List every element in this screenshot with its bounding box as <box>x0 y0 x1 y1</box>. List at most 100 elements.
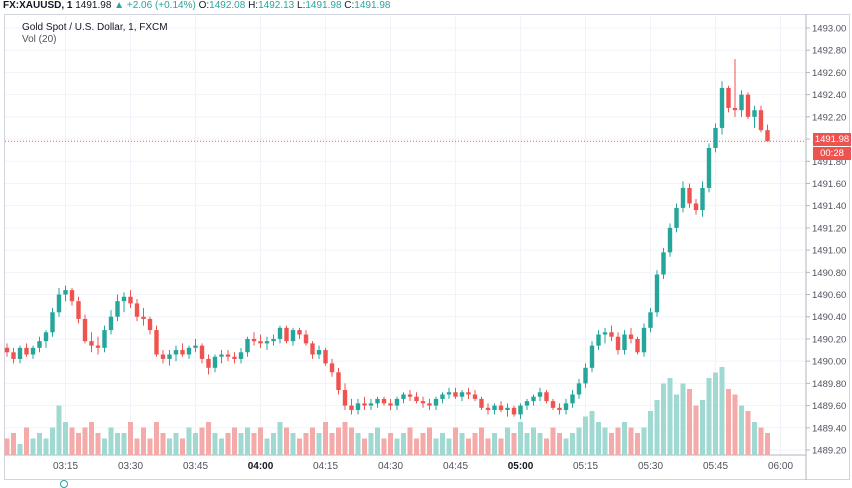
volume-bar <box>563 438 569 455</box>
candle-body <box>511 407 517 415</box>
volume-bar <box>739 405 744 455</box>
volume-bar <box>329 433 335 455</box>
candle-body <box>147 318 153 331</box>
candle-body <box>427 403 432 406</box>
volume-bar <box>50 427 55 455</box>
volume-bar <box>349 427 354 455</box>
volume-bar <box>498 438 504 455</box>
volume-bar <box>628 427 634 455</box>
candle-body <box>485 407 491 411</box>
candle-body <box>563 403 569 411</box>
volume-bar <box>544 438 549 455</box>
candle-body <box>154 330 159 355</box>
volume-bar <box>615 427 621 455</box>
x-tick-label: 06:00 <box>768 461 793 472</box>
y-tick-label: 1493.00 <box>812 24 846 35</box>
volume-bar <box>43 438 49 455</box>
volume-bar <box>180 438 185 455</box>
volume-bar <box>589 411 595 455</box>
candle-body <box>661 252 666 275</box>
candle-body <box>323 350 328 364</box>
volume-bar <box>167 438 172 455</box>
y-tick-label: 1492.40 <box>812 90 846 101</box>
volume-bar <box>186 427 192 455</box>
volume-bar <box>102 438 107 455</box>
volume-bar <box>56 405 62 455</box>
candle-body <box>30 347 36 355</box>
volume-bar <box>245 427 250 455</box>
volume-bar <box>596 422 601 455</box>
y-tick-label: 1492.80 <box>812 46 846 57</box>
volume-bar <box>115 433 120 455</box>
candle-body <box>648 312 653 328</box>
candle-body <box>414 396 419 402</box>
candle-body <box>453 392 458 397</box>
volume-bar <box>258 427 263 455</box>
volume-bar <box>758 427 764 455</box>
open-label: O: <box>198 0 210 11</box>
candle-body <box>160 354 166 359</box>
volume-bar <box>69 427 75 455</box>
volume-bar <box>648 411 653 455</box>
symbol-header: FX:XAUUSD, 1 1491.98 ▲ +2.06 (+0.14%) O:… <box>0 0 852 14</box>
volume-bar <box>609 433 614 455</box>
candle-body <box>251 338 257 342</box>
candle-body <box>375 398 380 404</box>
candle-body <box>446 392 452 395</box>
candle-body <box>63 290 68 295</box>
candle-body <box>134 303 140 317</box>
circle-icon[interactable] <box>60 480 68 488</box>
candle-body <box>622 334 627 351</box>
volume-bar <box>147 438 153 455</box>
volume-bar <box>368 433 374 455</box>
volume-bar <box>336 427 341 455</box>
x-tick-label: 04:15 <box>313 461 338 472</box>
candle-body <box>388 403 393 406</box>
candle-body <box>329 363 335 373</box>
volume-bar <box>342 422 348 455</box>
candle-body <box>479 398 484 408</box>
candle-body <box>219 354 224 357</box>
candle-body <box>466 392 471 395</box>
candle-body <box>420 401 426 404</box>
candle-body <box>238 352 244 359</box>
volume-bar <box>323 422 328 455</box>
volume-bar <box>713 372 718 455</box>
candle-body <box>37 341 42 348</box>
candle-body <box>589 345 595 368</box>
y-tick-label: 1490.60 <box>812 290 846 301</box>
volume-bar <box>238 433 244 455</box>
y-tick-label: 1491.60 <box>812 179 846 190</box>
y-tick-label: 1491.40 <box>812 201 846 212</box>
candle-body <box>765 130 770 142</box>
volume-bar <box>160 433 166 455</box>
candle-body <box>518 405 523 415</box>
volume-bar <box>531 427 536 455</box>
volume-bar <box>407 427 413 455</box>
candle-body <box>726 87 731 108</box>
volume-bar <box>375 427 380 455</box>
volume-bar <box>284 427 289 455</box>
volume-bar <box>693 405 699 455</box>
y-tick-label: 1490.20 <box>812 334 846 345</box>
volume-bar <box>440 433 445 455</box>
candle-body <box>381 398 387 404</box>
y-tick-label: 1489.80 <box>812 379 846 390</box>
y-tick-label: 1492.60 <box>812 68 846 79</box>
volume-bar <box>381 438 387 455</box>
volume-bar <box>576 427 582 455</box>
candle-body <box>186 347 192 355</box>
candle-body <box>76 301 81 319</box>
volume-bar <box>674 394 679 455</box>
candle-body <box>641 327 647 353</box>
volume-bar <box>303 433 309 455</box>
volume-bar <box>199 427 205 455</box>
y-tick-label: 1491.20 <box>812 223 846 234</box>
candle-body <box>719 87 725 128</box>
candle-body <box>459 392 465 397</box>
candle-body <box>232 356 237 359</box>
candle-body <box>349 405 354 411</box>
volume-bar <box>745 411 751 455</box>
x-tick-label: 04:00 <box>248 461 274 472</box>
